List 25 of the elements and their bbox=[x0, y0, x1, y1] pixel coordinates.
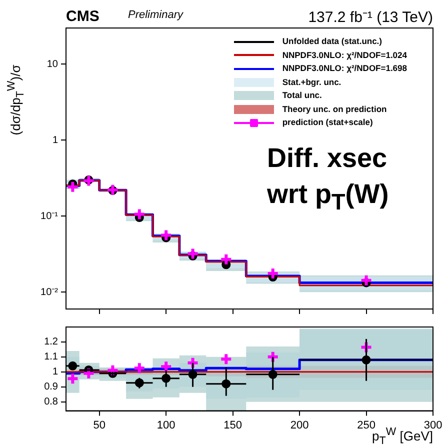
y-tick-label: 10⁻¹ bbox=[40, 210, 59, 222]
y-tick-label: 0.8 bbox=[44, 396, 58, 408]
legend-label: prediction (stat+scale) bbox=[282, 116, 373, 129]
y-tick-label: 1 bbox=[52, 366, 58, 378]
legend-label: Total unc. bbox=[282, 89, 322, 102]
legend-label: NNPDF3.0NLO: χ²/NDOF=1.698 bbox=[282, 62, 407, 75]
annotation: Diff. xsec wrt p$_{T}$(W) bbox=[267, 142, 390, 216]
x-tick-label: 150 bbox=[224, 419, 242, 432]
y-tick-label: 1.2 bbox=[44, 336, 58, 348]
y-tick-label: 1 bbox=[52, 134, 58, 146]
text: 137.2 fb⁻¹ (13 TeV) bbox=[308, 8, 433, 26]
x-tick-label: 250 bbox=[357, 419, 376, 432]
legend-label: Theory unc. on prediction bbox=[282, 102, 387, 116]
legend-label: NNPDF3.0NLO: χ²/NDOF=1.024 bbox=[282, 48, 407, 62]
x-tick-label: 200 bbox=[290, 419, 309, 432]
x-tick-label: 100 bbox=[156, 419, 176, 432]
y-tick-label: 10 bbox=[46, 58, 58, 70]
y-tick-label: 10⁻² bbox=[40, 286, 59, 298]
legend-label: Unfolded data (stat.unc.) bbox=[282, 35, 382, 48]
y-tick-label: 1.1 bbox=[44, 352, 58, 363]
y-tick-label: 0.9 bbox=[44, 382, 58, 393]
x-tick-label: 50 bbox=[93, 419, 106, 432]
legend-label: Stat.+bgr. unc. bbox=[282, 76, 342, 89]
text: Preliminary bbox=[128, 9, 184, 21]
text: CMS bbox=[66, 8, 100, 25]
